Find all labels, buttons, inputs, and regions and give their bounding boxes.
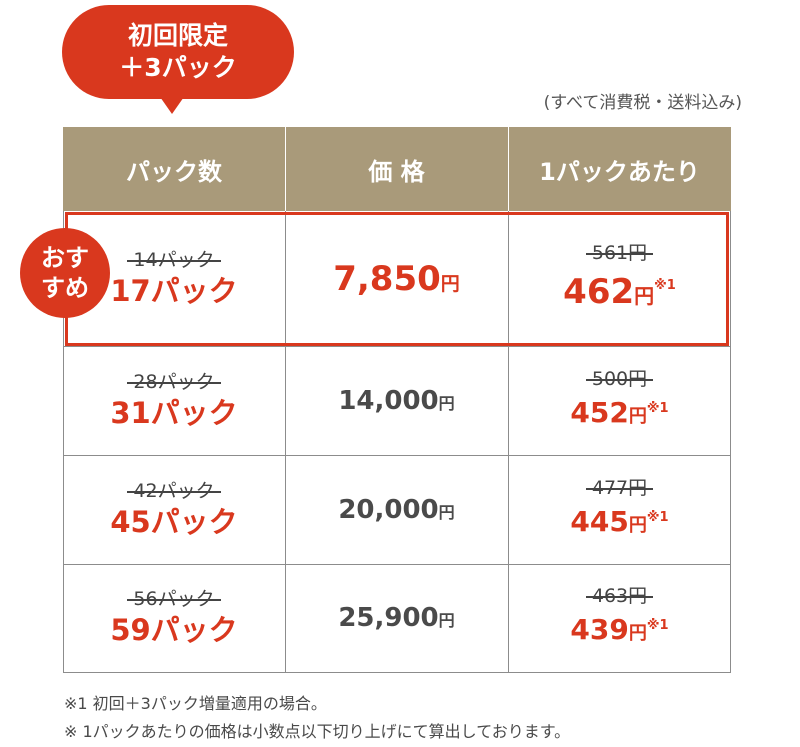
yen-unit: 円 <box>438 502 455 522</box>
table-row-4-packs: 56パック 59パック <box>63 564 285 672</box>
new-pack-count: 31パック <box>110 395 238 430</box>
note-mark: ※1 <box>654 277 676 293</box>
yen-unit: 円 <box>438 611 455 630</box>
yen-unit: 円 <box>438 393 455 413</box>
table-row-1-packs: 14パック 17パック <box>63 211 285 346</box>
row-divider <box>63 564 731 565</box>
footnote-1: ※1 初回＋3パック増量適用の場合。 <box>64 694 327 713</box>
price-value: 25,900円 <box>338 603 454 633</box>
yen-unit: 円 <box>628 405 647 427</box>
table-right-border <box>730 211 731 673</box>
badge-line-2: ＋3パック <box>119 53 237 82</box>
table-bottom-border <box>63 672 731 673</box>
header-price: 価 格 <box>285 127 508 211</box>
tax-note: (すべて消費税・送料込み) <box>543 93 742 113</box>
first-time-offer-badge: 初回限定 ＋3パック <box>62 5 294 99</box>
new-pack-count: 17パック <box>110 273 238 308</box>
footnotes: ※1 初回＋3パック増量適用の場合。 ※ 1パックあたりの価格は小数点以下切り上… <box>64 690 570 746</box>
footnote-2: ※ 1パックあたりの価格は小数点以下切り上げにて算出しております。 <box>64 722 571 741</box>
row-divider <box>63 346 731 347</box>
note-mark: ※1 <box>646 618 669 633</box>
table-row-3-per-pack: 477円 445円※1 <box>508 455 731 564</box>
old-per-pack: 500円 <box>585 367 654 390</box>
note-mark: ※1 <box>646 400 669 416</box>
price-amount: 7,850 <box>333 258 441 299</box>
old-per-pack: 477円 <box>585 476 654 499</box>
column-divider <box>285 211 286 673</box>
featured-row-highlight <box>65 212 729 346</box>
per-pack-amount: 445 <box>570 504 629 538</box>
new-pack-count: 45パック <box>110 504 238 539</box>
price-value: 7,850円 <box>333 259 460 299</box>
old-per-pack: 561円 <box>585 241 654 264</box>
recommended-line-2: すめ <box>41 274 89 302</box>
badge-line-1: 初回限定 <box>127 21 228 50</box>
row-divider <box>63 455 731 456</box>
table-row-3-packs: 42パック 45パック <box>63 455 285 564</box>
price-amount: 14,000 <box>338 385 439 416</box>
badge-tail <box>158 94 186 114</box>
table-row-4-per-pack: 463円 439円※1 <box>508 564 731 672</box>
note-mark: ※1 <box>646 509 669 525</box>
table-row-2-packs: 28パック 31パック <box>63 346 285 455</box>
table-row-2-per-pack: 500円 452円※1 <box>508 346 731 455</box>
old-pack-count: 42パック <box>127 479 221 502</box>
new-per-pack: 462円※1 <box>563 265 676 317</box>
new-pack-count: 59パック <box>110 613 238 647</box>
table-row-1-price: 7,850円 <box>285 211 508 346</box>
new-per-pack: 445円※1 <box>570 500 668 544</box>
yen-unit: 円 <box>634 283 655 308</box>
per-pack-amount: 462 <box>563 271 635 312</box>
per-pack-amount: 439 <box>570 613 629 646</box>
header-per-pack: 1パックあたり <box>508 127 731 211</box>
table-row-2-price: 14,000円 <box>285 346 508 455</box>
yen-unit: 円 <box>440 272 460 295</box>
table-left-border <box>63 211 64 673</box>
new-per-pack: 439円※1 <box>570 608 668 652</box>
header-pack-count: パック数 <box>63 127 285 211</box>
price-value: 14,000円 <box>338 386 454 416</box>
yen-unit: 円 <box>628 623 647 644</box>
recommended-badge: おす すめ <box>20 228 110 318</box>
old-pack-count: 14パック <box>127 248 221 271</box>
header-divider <box>508 127 509 211</box>
price-table: パック数 価 格 1パックあたり 14パック 17パック 7,850円 561円… <box>63 127 731 673</box>
header-divider <box>285 127 286 211</box>
price-value: 20,000円 <box>338 495 454 525</box>
old-pack-count: 28パック <box>127 370 221 393</box>
old-pack-count: 56パック <box>127 588 221 610</box>
yen-unit: 円 <box>628 514 647 536</box>
column-divider <box>508 211 509 673</box>
table-row-1-per-pack: 561円 462円※1 <box>508 211 731 346</box>
per-pack-amount: 452 <box>570 395 629 429</box>
table-row-4-price: 25,900円 <box>285 564 508 672</box>
recommended-line-1: おす <box>41 244 89 272</box>
table-row-3-price: 20,000円 <box>285 455 508 564</box>
price-amount: 25,900 <box>338 603 439 633</box>
old-per-pack: 463円 <box>585 585 654 607</box>
new-per-pack: 452円※1 <box>570 391 668 435</box>
price-amount: 20,000 <box>338 494 439 525</box>
